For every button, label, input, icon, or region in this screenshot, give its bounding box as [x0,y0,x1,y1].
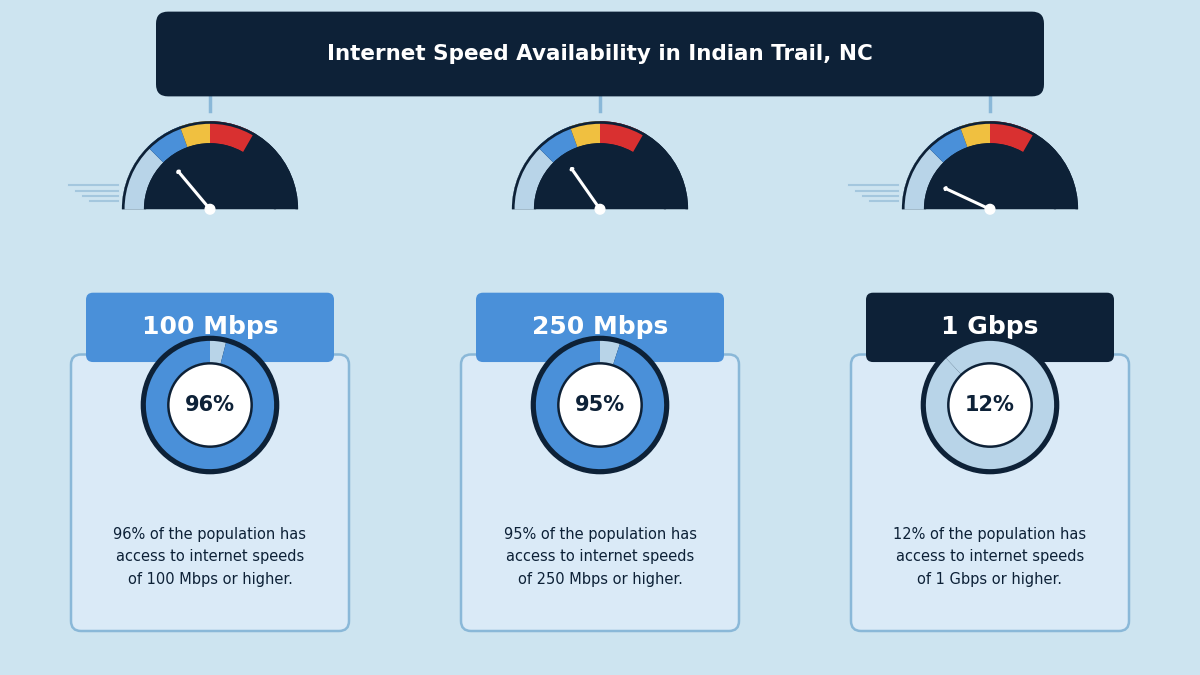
FancyBboxPatch shape [71,354,349,631]
Wedge shape [512,121,688,209]
FancyBboxPatch shape [461,354,739,631]
Polygon shape [971,355,1009,375]
Circle shape [532,336,668,474]
Circle shape [985,205,995,214]
Text: 12% of the population has
access to internet speeds
of 1 Gbps or higher.: 12% of the population has access to inte… [894,527,1086,587]
Wedge shape [210,341,226,364]
Wedge shape [928,126,967,163]
Wedge shape [148,126,187,163]
Text: 95% of the population has
access to internet speeds
of 250 Mbps or higher.: 95% of the population has access to inte… [504,527,696,587]
Text: Internet Speed Availability in Indian Trail, NC: Internet Speed Availability in Indian Tr… [328,44,872,64]
Text: 95%: 95% [575,395,625,415]
Text: 1 Gbps: 1 Gbps [941,315,1039,340]
Polygon shape [191,355,229,375]
Text: 250 Mbps: 250 Mbps [532,315,668,340]
Wedge shape [600,122,644,152]
Wedge shape [534,143,666,209]
Wedge shape [902,147,943,209]
Wedge shape [902,121,1078,209]
Wedge shape [902,121,1078,209]
Wedge shape [536,341,664,469]
Polygon shape [581,355,619,375]
Circle shape [922,336,1058,474]
Wedge shape [926,341,1054,469]
Wedge shape [122,147,163,209]
Text: 100 Mbps: 100 Mbps [142,315,278,340]
FancyBboxPatch shape [851,354,1129,631]
Wedge shape [960,122,990,147]
Circle shape [205,205,215,214]
Wedge shape [512,121,688,209]
Circle shape [142,336,278,474]
Wedge shape [990,122,1034,152]
Circle shape [168,363,252,447]
FancyBboxPatch shape [866,293,1114,362]
Text: 96%: 96% [185,395,235,415]
Wedge shape [600,341,620,365]
Wedge shape [144,143,276,209]
Wedge shape [512,147,553,209]
Wedge shape [924,143,1056,209]
Text: 12%: 12% [965,395,1015,415]
Circle shape [948,363,1032,447]
Circle shape [595,205,605,214]
Wedge shape [570,122,600,147]
Wedge shape [122,121,298,209]
FancyBboxPatch shape [476,293,724,362]
Wedge shape [946,341,990,375]
Wedge shape [180,122,210,147]
FancyBboxPatch shape [156,11,1044,97]
Wedge shape [146,341,274,469]
Wedge shape [538,126,577,163]
Wedge shape [122,121,298,209]
Wedge shape [210,122,254,152]
FancyBboxPatch shape [86,293,334,362]
Circle shape [558,363,642,447]
Text: 96% of the population has
access to internet speeds
of 100 Mbps or higher.: 96% of the population has access to inte… [114,527,306,587]
